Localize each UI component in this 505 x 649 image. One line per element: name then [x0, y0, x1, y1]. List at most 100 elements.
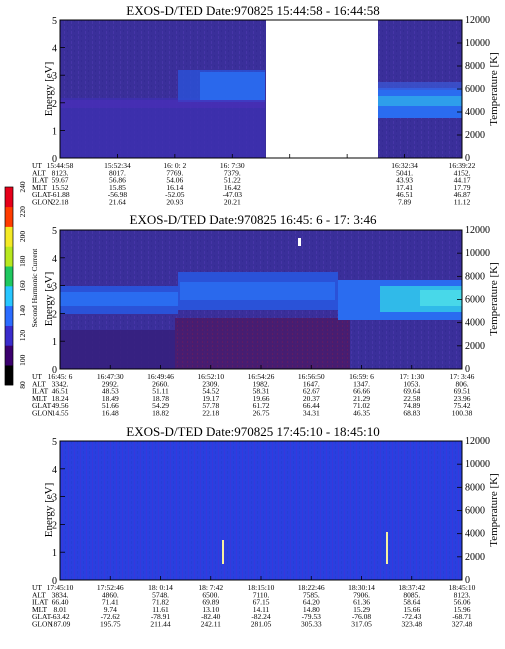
ephemeris-value: 281.05 [251, 620, 272, 629]
ephemeris-value: 16:56:50 [298, 372, 325, 381]
ytick-label: 4 [52, 44, 57, 55]
ephemeris-value: 66.44 [303, 401, 320, 410]
ephemeris-value: 26.75 [253, 409, 270, 418]
ephemeris-value: 69.51 [454, 387, 471, 396]
colorbar-swatch [5, 345, 13, 366]
panel-1-spectrogram [59, 19, 463, 159]
panel-3: EXOS-D/TED Date:970825 17:45:10 - 18:45:… [32, 424, 500, 629]
ephemeris-value: 49.56 [52, 401, 69, 410]
ephemeris-value: 4860. [102, 590, 119, 599]
ephemeris-value: 16:54:26 [248, 372, 275, 381]
ephemeris-value: -82.24 [251, 612, 271, 621]
ephemeris-value: 71.41 [102, 598, 119, 607]
ephemeris-value: 46.51 [52, 387, 69, 396]
y2tick-label: 4000 [465, 529, 485, 540]
ephemeris-value: 16:49:46 [147, 372, 174, 381]
ephemeris-value: 15.85 [109, 183, 126, 192]
ephemeris-value: 8.01 [53, 605, 66, 614]
ephemeris-value: 2992. [102, 379, 119, 388]
ephemeris-value: 17: 3:46 [450, 372, 475, 381]
colorbar-swatch [5, 365, 13, 386]
ephemeris-value: 71.02 [353, 401, 370, 410]
y2tick-label: 10000 [465, 459, 490, 470]
ytick-label: 4 [52, 254, 57, 265]
ephemeris-value: 56.06 [454, 598, 471, 607]
colorbar-tick-label: 200 [18, 231, 27, 243]
ephemeris-value: 71.82 [152, 598, 169, 607]
ephemeris-label: GLAT [32, 401, 52, 410]
ephemeris-value: 18:22:46 [298, 583, 325, 592]
panel-1-y2label: Temperature [K] [488, 52, 500, 125]
panel-1-band-edge [60, 100, 265, 108]
panel-2-y2label: Temperature [K] [488, 262, 500, 335]
panel-1-y2ticks: 0 2000 4000 6000 8000 10000 12000 [457, 15, 490, 164]
ytick-label: 1 [52, 126, 57, 137]
ytick-label: 3 [52, 71, 57, 82]
ephemeris-value: -61.88 [50, 190, 70, 199]
ytick-label: 3 [52, 282, 57, 293]
ephemeris-label: UT [32, 583, 42, 592]
ephemeris-value: 16:52:10 [197, 372, 224, 381]
ephemeris-value: 16.48 [102, 409, 119, 418]
ephemeris-value: 51.11 [152, 387, 169, 396]
ephemeris-value: 3342. [52, 379, 69, 388]
ephemeris-value: 16.42 [224, 183, 241, 192]
ephemeris-value: 54.06 [166, 176, 183, 185]
ephemeris-value: 14.55 [52, 409, 69, 418]
ephemeris-value: 327.48 [452, 620, 473, 629]
y2tick-label: 0 [465, 364, 470, 375]
y2tick-label: 0 [465, 575, 470, 586]
panel-1-ylabel: Energy [eV] [43, 62, 55, 116]
ytick-label: 0 [52, 576, 57, 587]
ephemeris-value: 54.52 [202, 387, 219, 396]
ephemeris-value: 16:45: 6 [48, 372, 73, 381]
ephemeris-value: 13.10 [202, 605, 219, 614]
ephemeris-value: 15.52 [52, 183, 69, 192]
ephemeris-value: 34.31 [303, 409, 320, 418]
ephemeris-value: 15:44:58 [47, 161, 74, 170]
ephemeris-value: 22.58 [403, 394, 420, 403]
colorbar-swatch [5, 325, 13, 346]
ephemeris-value: 15.66 [403, 605, 420, 614]
ephemeris-label: ALT [32, 590, 46, 599]
ephemeris-label: ILAT [32, 176, 49, 185]
y2tick-label: 8000 [465, 61, 485, 72]
ephemeris-label: UT [32, 161, 42, 170]
ephemeris-value: 66.40 [52, 598, 69, 607]
panel-3-ylabel: Energy [eV] [43, 483, 55, 537]
colorbar-swatches [5, 187, 13, 386]
ephemeris-label: MLT [32, 394, 48, 403]
y2tick-label: 6000 [465, 84, 485, 95]
y2tick-label: 2000 [465, 130, 485, 141]
ytick-label: 2 [52, 99, 57, 110]
ephemeris-value: 44.17 [454, 176, 471, 185]
ephemeris-value: 7379. [224, 168, 241, 177]
ephemeris-value: 54.29 [152, 401, 169, 410]
ephemeris-value: 18.78 [152, 394, 169, 403]
panel-2-band-left-core [60, 292, 178, 306]
ephemeris-value: 1347. [353, 379, 370, 388]
ephemeris-value: -72.62 [101, 612, 121, 621]
ephemeris-value: -78.91 [151, 612, 171, 621]
ephemeris-value: 15:52:34 [104, 161, 131, 170]
colorbar-tick-label: 140 [18, 305, 27, 317]
colorbar-label: Second Harmonic Current [30, 248, 39, 328]
ephemeris-label: ILAT [32, 387, 49, 396]
ephemeris-value: 21.64 [109, 198, 126, 207]
ephemeris-label: ALT [32, 168, 46, 177]
colorbar-tick-label: 180 [18, 255, 27, 267]
ephemeris-value: 59.67 [52, 176, 69, 185]
panel-2-spectrogram [59, 229, 463, 370]
y2tick-label: 10000 [465, 38, 490, 49]
ephemeris-value: 16:59: 6 [349, 372, 374, 381]
ephemeris-value: 51.66 [102, 401, 119, 410]
colorbar-swatch [5, 305, 13, 326]
ephemeris-value: 20.21 [224, 198, 241, 207]
colorbar-frame [4, 186, 14, 386]
ephemeris-value: 1982. [253, 379, 270, 388]
ephemeris-value: 211.44 [150, 620, 171, 629]
ephemeris-value: 14.11 [253, 605, 270, 614]
ephemeris-value: 69.64 [403, 387, 420, 396]
y2tick-label: 4000 [465, 107, 485, 118]
